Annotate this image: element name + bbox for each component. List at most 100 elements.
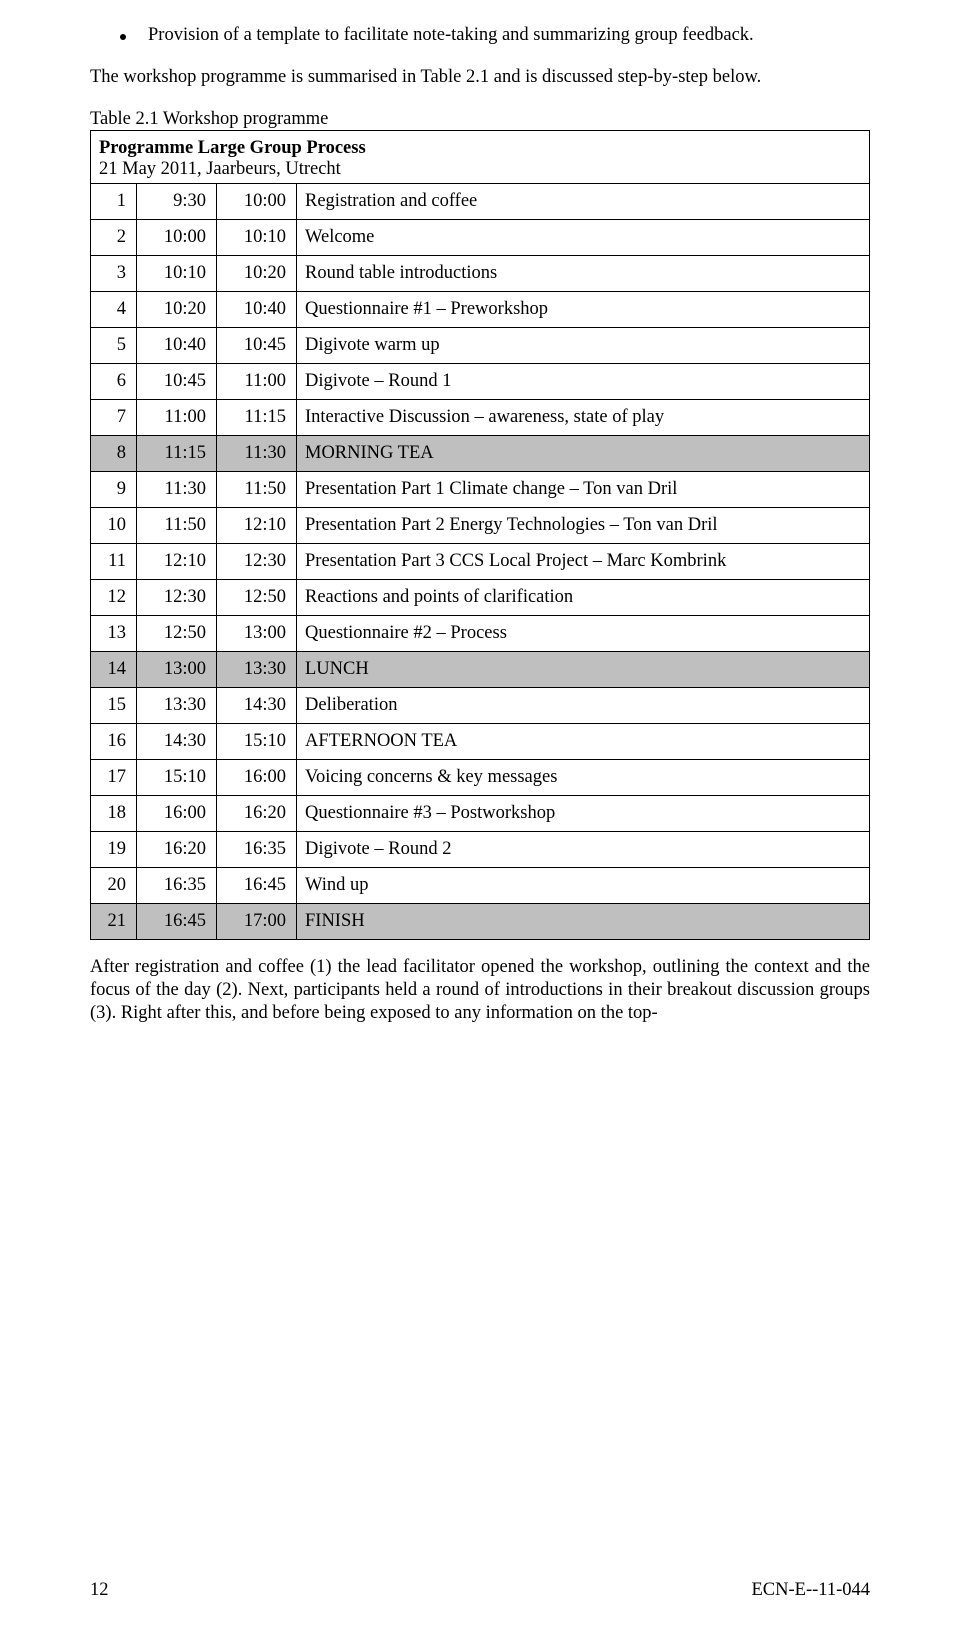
row-description: Questionnaire #1 – Preworkshop [297,292,870,328]
table-row: 1011:5012:10Presentation Part 2 Energy T… [91,508,870,544]
intro-paragraph: The workshop programme is summarised in … [90,66,870,89]
row-description: Registration and coffee [297,184,870,220]
table-row: 911:3011:50Presentation Part 1 Climate c… [91,472,870,508]
row-description: Presentation Part 3 CCS Local Project – … [297,544,870,580]
row-number: 20 [91,868,137,904]
row-description: Round table introductions [297,256,870,292]
row-number: 21 [91,904,137,940]
row-start-time: 12:10 [137,544,217,580]
row-number: 2 [91,220,137,256]
row-description: Questionnaire #3 – Postworkshop [297,796,870,832]
table-row: 811:1511:30MORNING TEA [91,436,870,472]
table-row: 19:3010:00Registration and coffee [91,184,870,220]
table-row: 1413:0013:30LUNCH [91,652,870,688]
row-end-time: 13:00 [217,616,297,652]
row-start-time: 13:30 [137,688,217,724]
row-number: 10 [91,508,137,544]
table-subtitle: 21 May 2011, Jaarbeurs, Utrecht [99,159,341,179]
table-row: 1715:1016:00Voicing concerns & key messa… [91,760,870,796]
row-end-time: 12:10 [217,508,297,544]
row-description: Wind up [297,868,870,904]
table-caption: Table 2.1 Workshop programme [90,109,870,130]
table-title: Programme Large Group Process [99,138,366,158]
row-end-time: 12:50 [217,580,297,616]
row-end-time: 17:00 [217,904,297,940]
row-number: 19 [91,832,137,868]
row-end-time: 10:20 [217,256,297,292]
table-row: 1816:0016:20Questionnaire #3 – Postworks… [91,796,870,832]
row-end-time: 10:40 [217,292,297,328]
row-start-time: 9:30 [137,184,217,220]
row-end-time: 11:00 [217,364,297,400]
row-end-time: 16:35 [217,832,297,868]
row-number: 13 [91,616,137,652]
row-end-time: 10:10 [217,220,297,256]
row-number: 4 [91,292,137,328]
row-number: 5 [91,328,137,364]
row-start-time: 16:00 [137,796,217,832]
row-start-time: 12:50 [137,616,217,652]
row-end-time: 11:30 [217,436,297,472]
row-start-time: 10:40 [137,328,217,364]
row-end-time: 15:10 [217,724,297,760]
bullet-text: Provision of a template to facilitate no… [148,25,754,46]
row-number: 8 [91,436,137,472]
row-number: 16 [91,724,137,760]
row-number: 14 [91,652,137,688]
row-number: 7 [91,400,137,436]
table-row: 1513:3014:30Deliberation [91,688,870,724]
row-start-time: 16:45 [137,904,217,940]
row-description: Welcome [297,220,870,256]
row-number: 3 [91,256,137,292]
row-number: 11 [91,544,137,580]
row-end-time: 12:30 [217,544,297,580]
bullet-icon [120,34,126,40]
row-start-time: 11:15 [137,436,217,472]
row-end-time: 16:45 [217,868,297,904]
table-row: 410:2010:40Questionnaire #1 – Preworksho… [91,292,870,328]
table-row: 610:4511:00Digivote – Round 1 [91,364,870,400]
table-row: 1112:1012:30Presentation Part 3 CCS Loca… [91,544,870,580]
row-number: 15 [91,688,137,724]
row-description: LUNCH [297,652,870,688]
table-row: 1614:3015:10AFTERNOON TEA [91,724,870,760]
row-start-time: 10:20 [137,292,217,328]
row-number: 6 [91,364,137,400]
row-description: MORNING TEA [297,436,870,472]
row-number: 18 [91,796,137,832]
row-start-time: 13:00 [137,652,217,688]
schedule-table: Programme Large Group Process 21 May 201… [90,130,870,940]
row-end-time: 14:30 [217,688,297,724]
row-description: Reactions and points of clarification [297,580,870,616]
page-footer: 12 ECN-E--11-044 [90,1580,870,1601]
table-row: 711:0011:15Interactive Discussion – awar… [91,400,870,436]
row-end-time: 11:15 [217,400,297,436]
row-end-time: 13:30 [217,652,297,688]
page-number: 12 [90,1580,109,1601]
after-paragraph: After registration and coffee (1) the le… [90,956,870,1025]
row-description: Interactive Discussion – awareness, stat… [297,400,870,436]
table-row: 1212:3012:50Reactions and points of clar… [91,580,870,616]
row-number: 9 [91,472,137,508]
table-row: 2116:4517:00FINISH [91,904,870,940]
table-row: 2016:3516:45Wind up [91,868,870,904]
row-description: Digivote warm up [297,328,870,364]
row-start-time: 10:10 [137,256,217,292]
table-row: 210:0010:10Welcome [91,220,870,256]
row-start-time: 12:30 [137,580,217,616]
row-number: 1 [91,184,137,220]
row-number: 12 [91,580,137,616]
bullet-item: Provision of a template to facilitate no… [120,25,870,46]
row-start-time: 16:35 [137,868,217,904]
row-description: Voicing concerns & key messages [297,760,870,796]
table-row: 1916:2016:35Digivote – Round 2 [91,832,870,868]
row-end-time: 16:00 [217,760,297,796]
row-description: AFTERNOON TEA [297,724,870,760]
table-row: 510:4010:45Digivote warm up [91,328,870,364]
row-description: Deliberation [297,688,870,724]
row-start-time: 14:30 [137,724,217,760]
page: Provision of a template to facilitate no… [0,0,960,1626]
row-start-time: 11:00 [137,400,217,436]
row-number: 17 [91,760,137,796]
table-row: 310:1010:20Round table introductions [91,256,870,292]
